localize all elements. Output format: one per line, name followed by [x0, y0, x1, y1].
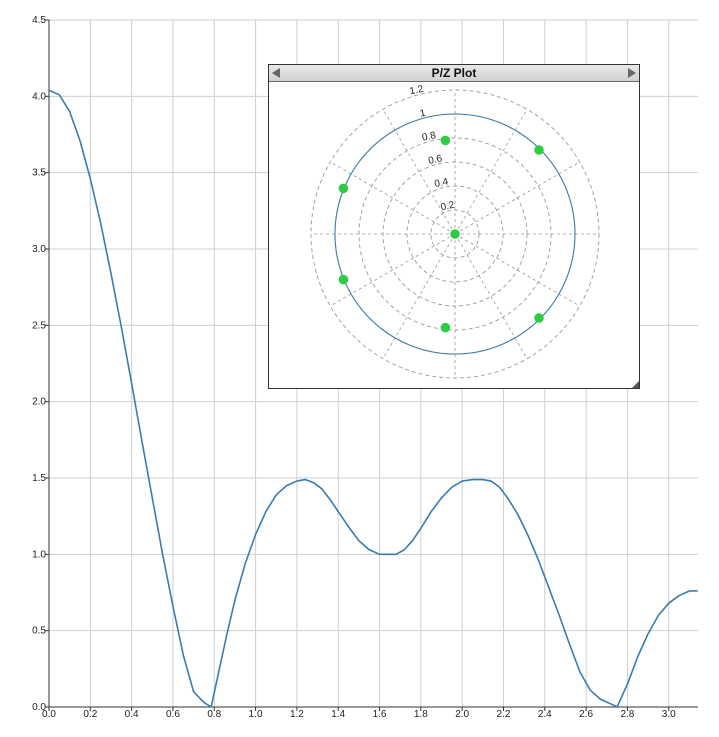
polar-spoke: [454, 233, 528, 359]
ring-label: 0.2: [440, 200, 456, 214]
x-tick-label: 0.2: [83, 709, 97, 720]
x-tick-label: 0.6: [166, 709, 180, 720]
x-tick-label: 2.2: [497, 709, 511, 720]
x-tick-label: 1.8: [414, 709, 428, 720]
y-tick-label: 1.0: [32, 549, 46, 560]
polar-ring: [430, 209, 480, 259]
pz-plot-title: P/Z Plot: [431, 66, 477, 80]
left-arrow-icon[interactable]: [272, 68, 280, 78]
ring-label: 1.2: [409, 84, 425, 98]
y-tick-label: 3.5: [32, 168, 46, 179]
y-tick-label: 0.0: [32, 702, 46, 713]
x-tick-label: 1.6: [373, 709, 387, 720]
x-tick-label: 2.6: [579, 709, 593, 720]
ring-label: 0.4: [433, 176, 449, 190]
ring-label: 0.6: [427, 153, 443, 167]
pz-plot-window[interactable]: P/Z Plot 0.2 0.4 0.6 0.8 1 1.2: [268, 64, 640, 389]
pz-marker: [440, 322, 451, 333]
y-tick-label: 4.0: [32, 91, 46, 102]
x-tick-label: 2.8: [620, 709, 634, 720]
series-layer: [48, 89, 698, 708]
pz-markers: [338, 135, 544, 333]
axes: [45, 19, 698, 711]
y-tick-label: 2.5: [32, 320, 46, 331]
y-tick-label: 0.5: [32, 626, 46, 637]
unit-circle: [334, 113, 576, 355]
polar-ring: [310, 89, 600, 379]
y-tick-label: 4.5: [32, 15, 46, 26]
resize-handle-icon[interactable]: [632, 381, 639, 388]
y-tick-label: 2.0: [32, 397, 46, 408]
ring-label: 1: [419, 108, 427, 120]
x-tick-label: 1.2: [290, 709, 304, 720]
x-tick-label: 2.4: [538, 709, 552, 720]
pz-plot-titlebar[interactable]: P/Z Plot: [269, 65, 639, 82]
pole-zero-plot: 0.2 0.4 0.6 0.8 1 1.2: [310, 84, 600, 379]
polar-ring: [406, 185, 504, 283]
polar-spoke: [330, 161, 456, 235]
x-tick-label: 0.4: [125, 709, 139, 720]
y-tick-labels: 0.0 0.5 1.0 1.5 2.0 2.5 3.0 3.5 4.0 4.5: [32, 15, 46, 713]
series-line: [48, 89, 698, 708]
x-tick-label: 3.0: [662, 709, 676, 720]
ring-labels: 0.2 0.4 0.6 0.8 1 1.2: [409, 84, 456, 214]
y-tick-label: 3.0: [32, 244, 46, 255]
x-tick-label: 0.0: [42, 709, 56, 720]
pz-marker: [534, 145, 544, 155]
y-tick-label: 1.5: [32, 473, 46, 484]
x-tick-label: 0.8: [207, 709, 221, 720]
x-tick-label: 2.0: [455, 709, 469, 720]
unit-circle-layer: [334, 113, 576, 355]
polar-ring: [358, 137, 552, 331]
pz-marker: [534, 313, 544, 323]
right-arrow-icon[interactable]: [628, 68, 636, 78]
pz-marker: [440, 135, 451, 146]
ring-label: 0.8: [421, 130, 437, 144]
pz-marker: [338, 183, 349, 194]
polar-spoke: [330, 233, 456, 307]
x-tick-label: 1.0: [249, 709, 263, 720]
pz-marker: [338, 274, 349, 285]
x-tick-label: 1.4: [331, 709, 345, 720]
x-tick-labels: 0.0 0.2 0.4 0.6 0.8 1.0 1.2 1.4 1.6 1.8 2.0 2.2 2.4 2…: [42, 709, 676, 720]
polar-spoke: [454, 109, 528, 235]
polar-ring: [382, 161, 528, 307]
pz-marker: [450, 229, 460, 239]
